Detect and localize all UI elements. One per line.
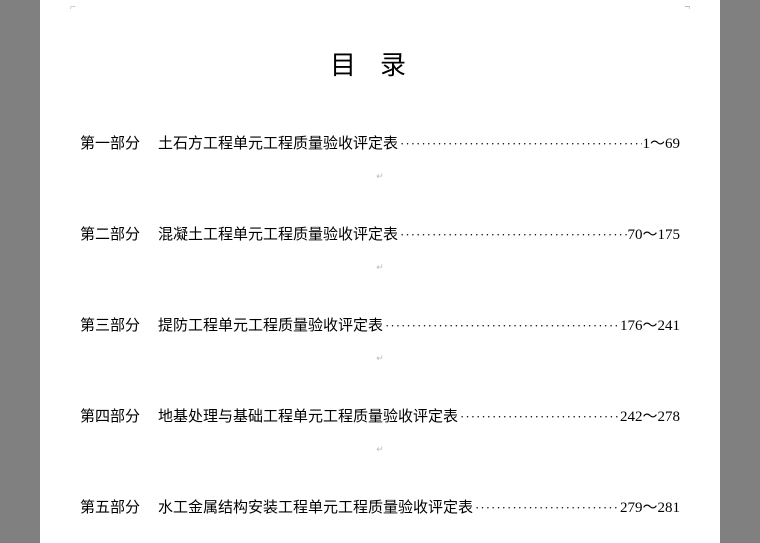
- paragraph-mark: [80, 353, 680, 365]
- toc-leader-dots: ········································…: [473, 500, 620, 516]
- toc-part-title: 土石方工程单元工程质量验收评定表: [158, 132, 398, 153]
- toc-list: 第一部分土石方工程单元工程质量验收评定表····················…: [80, 132, 680, 517]
- toc-part-title: 混凝土工程单元工程质量验收评定表: [158, 223, 398, 244]
- toc-part-label: 第四部分: [80, 405, 140, 426]
- toc-leader-dots: ········································…: [383, 318, 620, 334]
- toc-leader-dots: ········································…: [398, 136, 642, 152]
- toc-part-label: 第五部分: [80, 496, 140, 517]
- toc-entry: 第四部分地基处理与基础工程单元工程质量验收评定表················…: [80, 405, 680, 426]
- toc-part-label: 第二部分: [80, 223, 140, 244]
- toc-entry: 第二部分混凝土工程单元工程质量验收评定表····················…: [80, 223, 680, 244]
- document-page: ⌐ ¬ 目录 第一部分土石方工程单元工程质量验收评定表·············…: [40, 0, 720, 543]
- paragraph-mark: [80, 171, 680, 183]
- toc-leader-dots: ········································…: [458, 409, 620, 425]
- toc-part-title: 提防工程单元工程质量验收评定表: [158, 314, 383, 335]
- toc-page-range: 279～281: [620, 496, 680, 517]
- toc-title: 目录: [80, 45, 680, 82]
- toc-leader-dots: ········································…: [398, 227, 627, 243]
- toc-part-title: 地基处理与基础工程单元工程质量验收评定表: [158, 405, 458, 426]
- paragraph-mark: [80, 262, 680, 274]
- toc-entry: 第五部分水工金属结构安装工程单元工程质量验收评定表···············…: [80, 496, 680, 517]
- toc-page-range: 242～278: [620, 405, 680, 426]
- corner-mark-tl: ⌐: [70, 2, 76, 13]
- toc-page-range: 176～241: [620, 314, 680, 335]
- toc-entry: 第一部分土石方工程单元工程质量验收评定表····················…: [80, 132, 680, 153]
- toc-entry: 第三部分提防工程单元工程质量验收评定表·····················…: [80, 314, 680, 335]
- toc-part-label: 第一部分: [80, 132, 140, 153]
- toc-page-range: 70～175: [627, 223, 680, 244]
- toc-page-range: 1～69: [642, 132, 680, 153]
- corner-mark-tr: ¬: [684, 2, 690, 13]
- toc-part-title: 水工金属结构安装工程单元工程质量验收评定表: [158, 496, 473, 517]
- toc-part-label: 第三部分: [80, 314, 140, 335]
- paragraph-mark: [80, 444, 680, 456]
